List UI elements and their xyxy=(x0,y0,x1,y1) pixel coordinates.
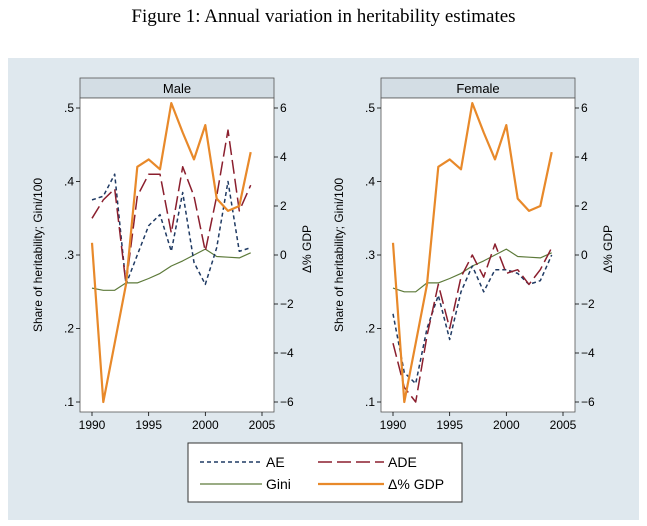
female-ytick-label: .4 xyxy=(365,175,375,189)
male-ytick-label: .1 xyxy=(64,395,74,409)
male-series-gdp-line xyxy=(90,101,252,404)
male-y2tick-label: 0 xyxy=(280,248,287,262)
female-y2tick-label: 4 xyxy=(581,150,588,164)
male-series-ade-line xyxy=(91,129,252,286)
female-ytick-label: .2 xyxy=(365,322,375,336)
male-ytick-label: .4 xyxy=(64,175,74,189)
male-strip-title: Male xyxy=(163,81,191,96)
male-y2tick-label: −6 xyxy=(280,395,294,409)
female-y2tick-label: 6 xyxy=(581,101,588,115)
female-ytick-label: .1 xyxy=(365,395,375,409)
male-xtick-label: 2005 xyxy=(249,418,276,432)
legend-label-ae: AE xyxy=(266,454,285,470)
female-y2tick-label: −2 xyxy=(581,297,595,311)
female-y2tick-label: −4 xyxy=(581,346,595,360)
male-ytick-label: .2 xyxy=(64,322,74,336)
male-y2tick-label: 4 xyxy=(280,150,287,164)
figure-title: Figure 1: Annual variation in heritabili… xyxy=(131,6,516,27)
female-series-ade-line xyxy=(392,243,553,403)
female-y2tick-label: −6 xyxy=(581,395,595,409)
female-ylabel: Share of heritability; Gini/100 xyxy=(332,178,346,332)
male-series-ae-line xyxy=(91,173,251,286)
female-y2label: Δ% GDP xyxy=(601,225,615,273)
male-y2label: Δ% GDP xyxy=(300,225,314,273)
male-ytick-label: .5 xyxy=(64,101,74,115)
legend-label-gini: Gini xyxy=(266,476,291,492)
female-series-gdp-line xyxy=(391,101,553,404)
male-y2tick-label: −2 xyxy=(280,297,294,311)
female-ytick-label: .5 xyxy=(365,101,375,115)
legend: AE ADE Gini Δ% GDP xyxy=(187,442,463,503)
male-y2tick-label: −4 xyxy=(280,346,294,360)
male-ytick-label: .3 xyxy=(64,248,74,262)
male-y2tick-label: 2 xyxy=(280,199,287,213)
legend-label-ade: ADE xyxy=(388,454,417,470)
panels: Male .1 .2 .3 .4 .5 −6 −4 −2 0 2 4 6 1990 1995 2000 2005… xyxy=(31,77,615,432)
female-series-ae-line xyxy=(392,254,553,385)
legend-label-gdp: Δ% GDP xyxy=(388,476,444,492)
female-y2tick-label: 0 xyxy=(581,248,588,262)
female-panel: Female .1 .2 .3 .4 .5 −6 −4 −2 0 2 4 6 1990 1995 2000 20… xyxy=(332,77,615,432)
male-series-gini-line xyxy=(91,248,251,291)
male-panel: Male .1 .2 .3 .4 .5 −6 −4 −2 0 2 4 6 1990 1995 2000 2005… xyxy=(31,77,314,432)
male-y2tick-label: 6 xyxy=(280,101,287,115)
female-ytick-label: .3 xyxy=(365,248,375,262)
male-xtick-label: 1995 xyxy=(135,418,162,432)
male-ylabel: Share of heritability; Gini/100 xyxy=(31,178,45,332)
female-xtick-label: 2005 xyxy=(550,418,577,432)
male-xtick-label: 2000 xyxy=(192,418,219,432)
female-y2tick-label: 2 xyxy=(581,199,588,213)
female-xtick-label: 1995 xyxy=(436,418,463,432)
female-xtick-label: 1990 xyxy=(380,418,407,432)
male-xtick-label: 1990 xyxy=(79,418,106,432)
legend-box xyxy=(187,442,463,503)
female-strip-title: Female xyxy=(456,81,499,96)
female-xtick-label: 2000 xyxy=(493,418,520,432)
